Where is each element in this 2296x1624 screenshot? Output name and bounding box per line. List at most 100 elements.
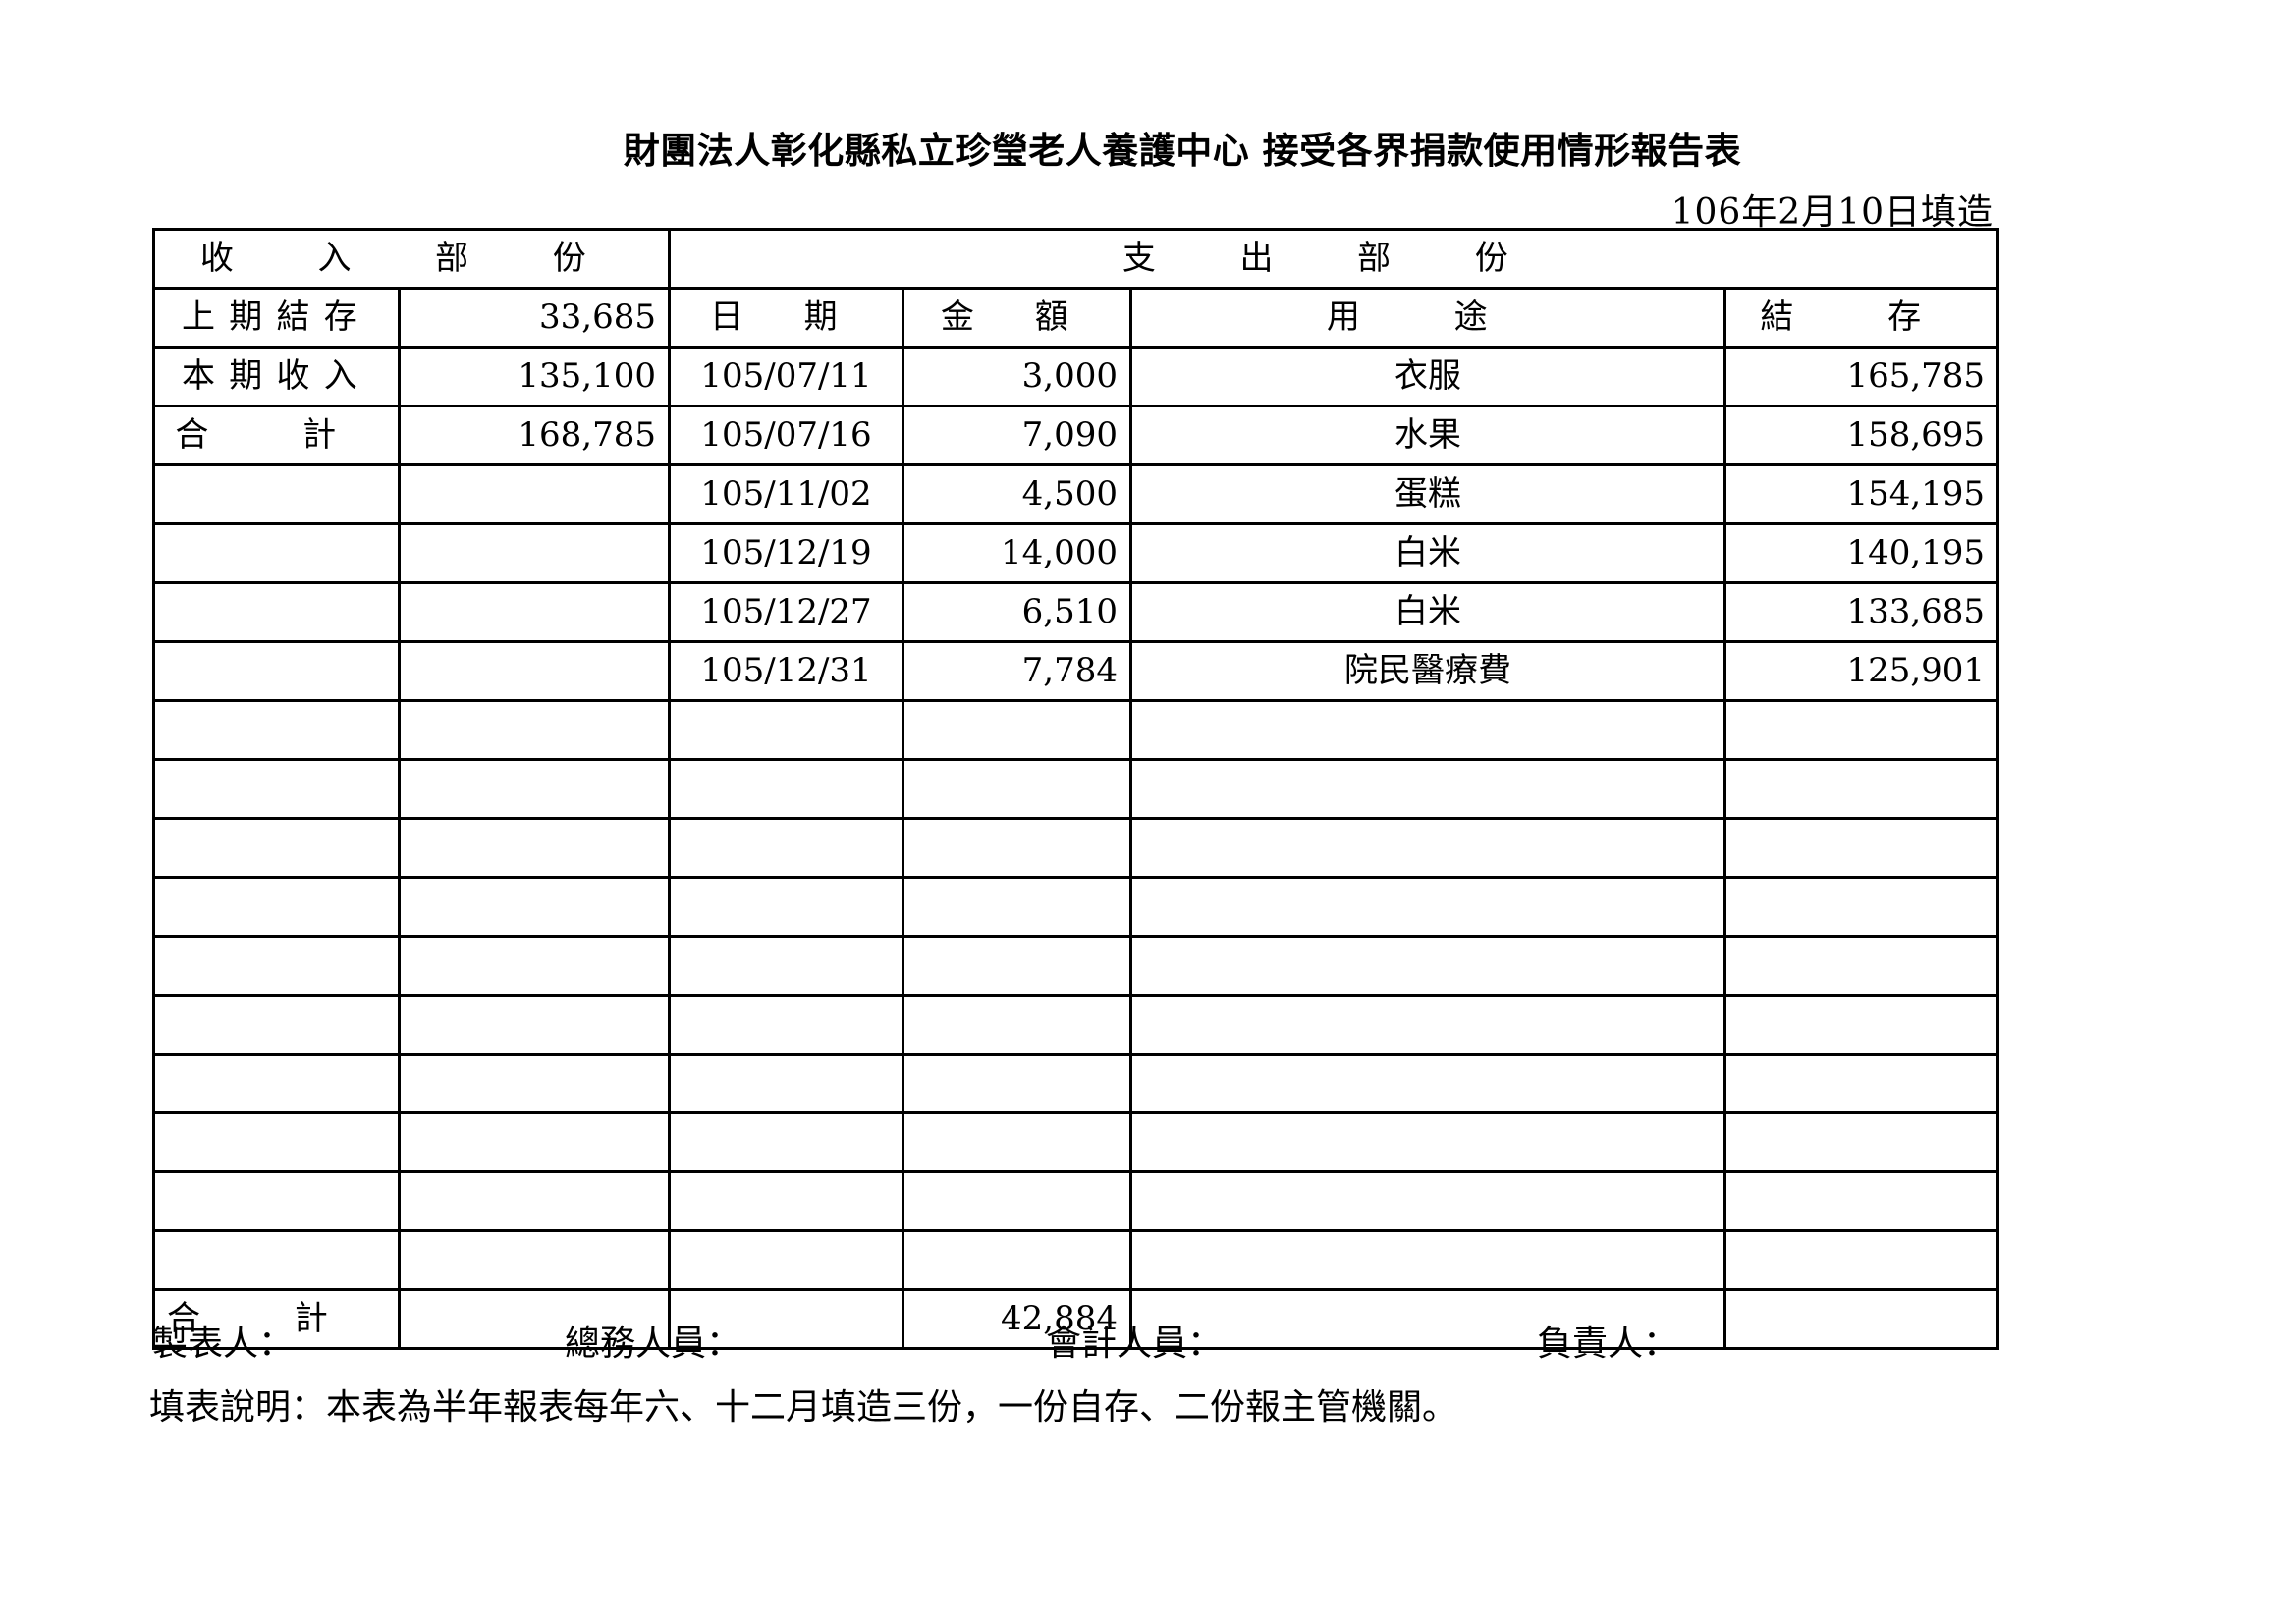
blank-cell bbox=[1723, 817, 2000, 879]
blank-cell bbox=[397, 1170, 672, 1232]
blank-row bbox=[152, 994, 2000, 1056]
section-header-row: 收 入 部 份 支 出 部 份 bbox=[151, 228, 2000, 290]
cell-expense-balance: 158,695 bbox=[1723, 405, 2000, 466]
blank-cell bbox=[668, 876, 905, 938]
column-header-row: 上期結存 33,685 日 期 金 額 用 途 結 存 bbox=[152, 287, 2000, 349]
signature-general-affairs: 總務人員： bbox=[565, 1324, 742, 1364]
cell-total-label: 合 計 bbox=[152, 1288, 401, 1350]
column-header-purpose: 用 途 bbox=[1129, 287, 1727, 349]
blank-cell bbox=[1723, 1229, 2000, 1291]
blank-cell bbox=[902, 1170, 1133, 1232]
cell-total-amount: 42,884 bbox=[902, 1288, 1133, 1350]
blank-cell bbox=[668, 1053, 905, 1114]
blank-cell bbox=[1723, 699, 2000, 761]
cell-expense-date: 105/12/31 bbox=[668, 640, 905, 702]
page-title: 財團法人彰化縣私立珍瑩老人養護中心 接受各界捐款使用情形報告表 bbox=[623, 129, 1742, 172]
blank-cell bbox=[397, 1053, 672, 1114]
signature-person-in-charge: 負責人： bbox=[1537, 1324, 1679, 1364]
blank-cell bbox=[152, 876, 401, 938]
blank-cell bbox=[1723, 1111, 2000, 1173]
cell-income-label-empty bbox=[152, 640, 401, 702]
cell-expense-purpose: 蛋糕 bbox=[1129, 463, 1727, 525]
cell-expense-date: 105/07/11 bbox=[668, 346, 905, 407]
cell-expense-amount: 7,090 bbox=[902, 405, 1133, 466]
total-row: 合 計 42,884 bbox=[152, 1288, 2000, 1350]
blank-cell bbox=[152, 935, 401, 997]
blank-cell bbox=[152, 1229, 401, 1291]
cell-expense-balance: 154,195 bbox=[1723, 463, 2000, 525]
blank-cell bbox=[902, 758, 1133, 820]
column-header-balance: 結 存 bbox=[1723, 287, 2000, 349]
blank-cell bbox=[1129, 935, 1727, 997]
cell-expense-balance: 140,195 bbox=[1723, 522, 2000, 584]
cell-expense-amount: 6,510 bbox=[902, 581, 1133, 643]
blank-row bbox=[152, 817, 2000, 879]
blank-cell bbox=[397, 935, 672, 997]
blank-cell bbox=[1129, 994, 1727, 1056]
donation-ledger-table: 收 入 部 份 支 出 部 份 上期結存 33,685 日 期 金 額 用 途 … bbox=[151, 228, 2000, 1350]
blank-row bbox=[152, 1053, 2000, 1114]
blank-row bbox=[152, 699, 2000, 761]
blank-row bbox=[152, 1170, 2000, 1232]
blank-cell bbox=[1129, 817, 1727, 879]
cell-expense-date: 105/11/02 bbox=[668, 463, 905, 525]
cell-income-value: 135,100 bbox=[397, 346, 672, 407]
blank-cell bbox=[397, 994, 672, 1056]
blank-cell bbox=[668, 817, 905, 879]
cell-expense-date: 105/12/27 bbox=[668, 581, 905, 643]
blank-cell bbox=[152, 699, 401, 761]
blank-cell bbox=[902, 817, 1133, 879]
blank-cell bbox=[668, 1229, 905, 1291]
blank-cell bbox=[668, 935, 905, 997]
blank-cell bbox=[152, 1170, 401, 1232]
cell-expense-purpose: 白米 bbox=[1129, 522, 1727, 584]
column-header-date: 日 期 bbox=[668, 287, 905, 349]
blank-cell bbox=[397, 758, 672, 820]
cell-total-income-value bbox=[397, 1288, 672, 1350]
cell-expense-amount: 3,000 bbox=[902, 346, 1133, 407]
cell-total-balance bbox=[1723, 1288, 2000, 1350]
blank-cell bbox=[902, 1053, 1133, 1114]
blank-cell bbox=[397, 1229, 672, 1291]
blank-cell bbox=[668, 1170, 905, 1232]
report-date: 106年2月10日填造 bbox=[1670, 192, 1994, 233]
blank-cell bbox=[152, 817, 401, 879]
cell-expense-purpose: 白米 bbox=[1129, 581, 1727, 643]
blank-cell bbox=[902, 699, 1133, 761]
cell-income-value-empty bbox=[397, 640, 672, 702]
cell-expense-balance: 165,785 bbox=[1723, 346, 2000, 407]
signature-line: 製表人： 總務人員： 會計人員： 負責人： bbox=[152, 1315, 1881, 1366]
blank-row bbox=[152, 1229, 2000, 1291]
cell-expense-amount: 4,500 bbox=[902, 463, 1133, 525]
cell-income-label-empty bbox=[152, 581, 401, 643]
blank-cell bbox=[152, 1053, 401, 1114]
table-row: 105/12/27 6,510 白米 133,685 bbox=[152, 581, 2000, 643]
cell-expense-amount: 14,000 bbox=[902, 522, 1133, 584]
signature-accountant: 會計人員： bbox=[1046, 1324, 1224, 1364]
blank-cell bbox=[1723, 758, 2000, 820]
column-header-amount: 金 額 bbox=[902, 287, 1133, 349]
signature-preparer: 製表人： bbox=[152, 1324, 295, 1364]
blank-row bbox=[152, 935, 2000, 997]
blank-cell bbox=[397, 699, 672, 761]
blank-row bbox=[152, 1111, 2000, 1173]
blank-cell bbox=[1723, 994, 2000, 1056]
cell-expense-balance: 133,685 bbox=[1723, 581, 2000, 643]
cell-total-purpose bbox=[1129, 1288, 1727, 1350]
blank-cell bbox=[397, 817, 672, 879]
cell-income-value: 168,785 bbox=[397, 405, 672, 466]
blank-cell bbox=[1723, 935, 2000, 997]
blank-cell bbox=[1129, 758, 1727, 820]
cell-income-value-empty bbox=[397, 522, 672, 584]
blank-cell bbox=[902, 1229, 1133, 1291]
cell-expense-date: 105/07/16 bbox=[668, 405, 905, 466]
blank-cell bbox=[902, 876, 1133, 938]
table-row: 105/11/02 4,500 蛋糕 154,195 bbox=[152, 463, 2000, 525]
income-section-header: 收 入 部 份 bbox=[151, 228, 672, 290]
cell-income-label: 合 計 bbox=[152, 405, 401, 466]
cell-income-value-empty bbox=[397, 581, 672, 643]
table-row: 合 計 168,785 105/07/16 7,090 水果 158,695 bbox=[152, 405, 2000, 466]
blank-cell bbox=[668, 994, 905, 1056]
cell-income-label-empty bbox=[152, 522, 401, 584]
